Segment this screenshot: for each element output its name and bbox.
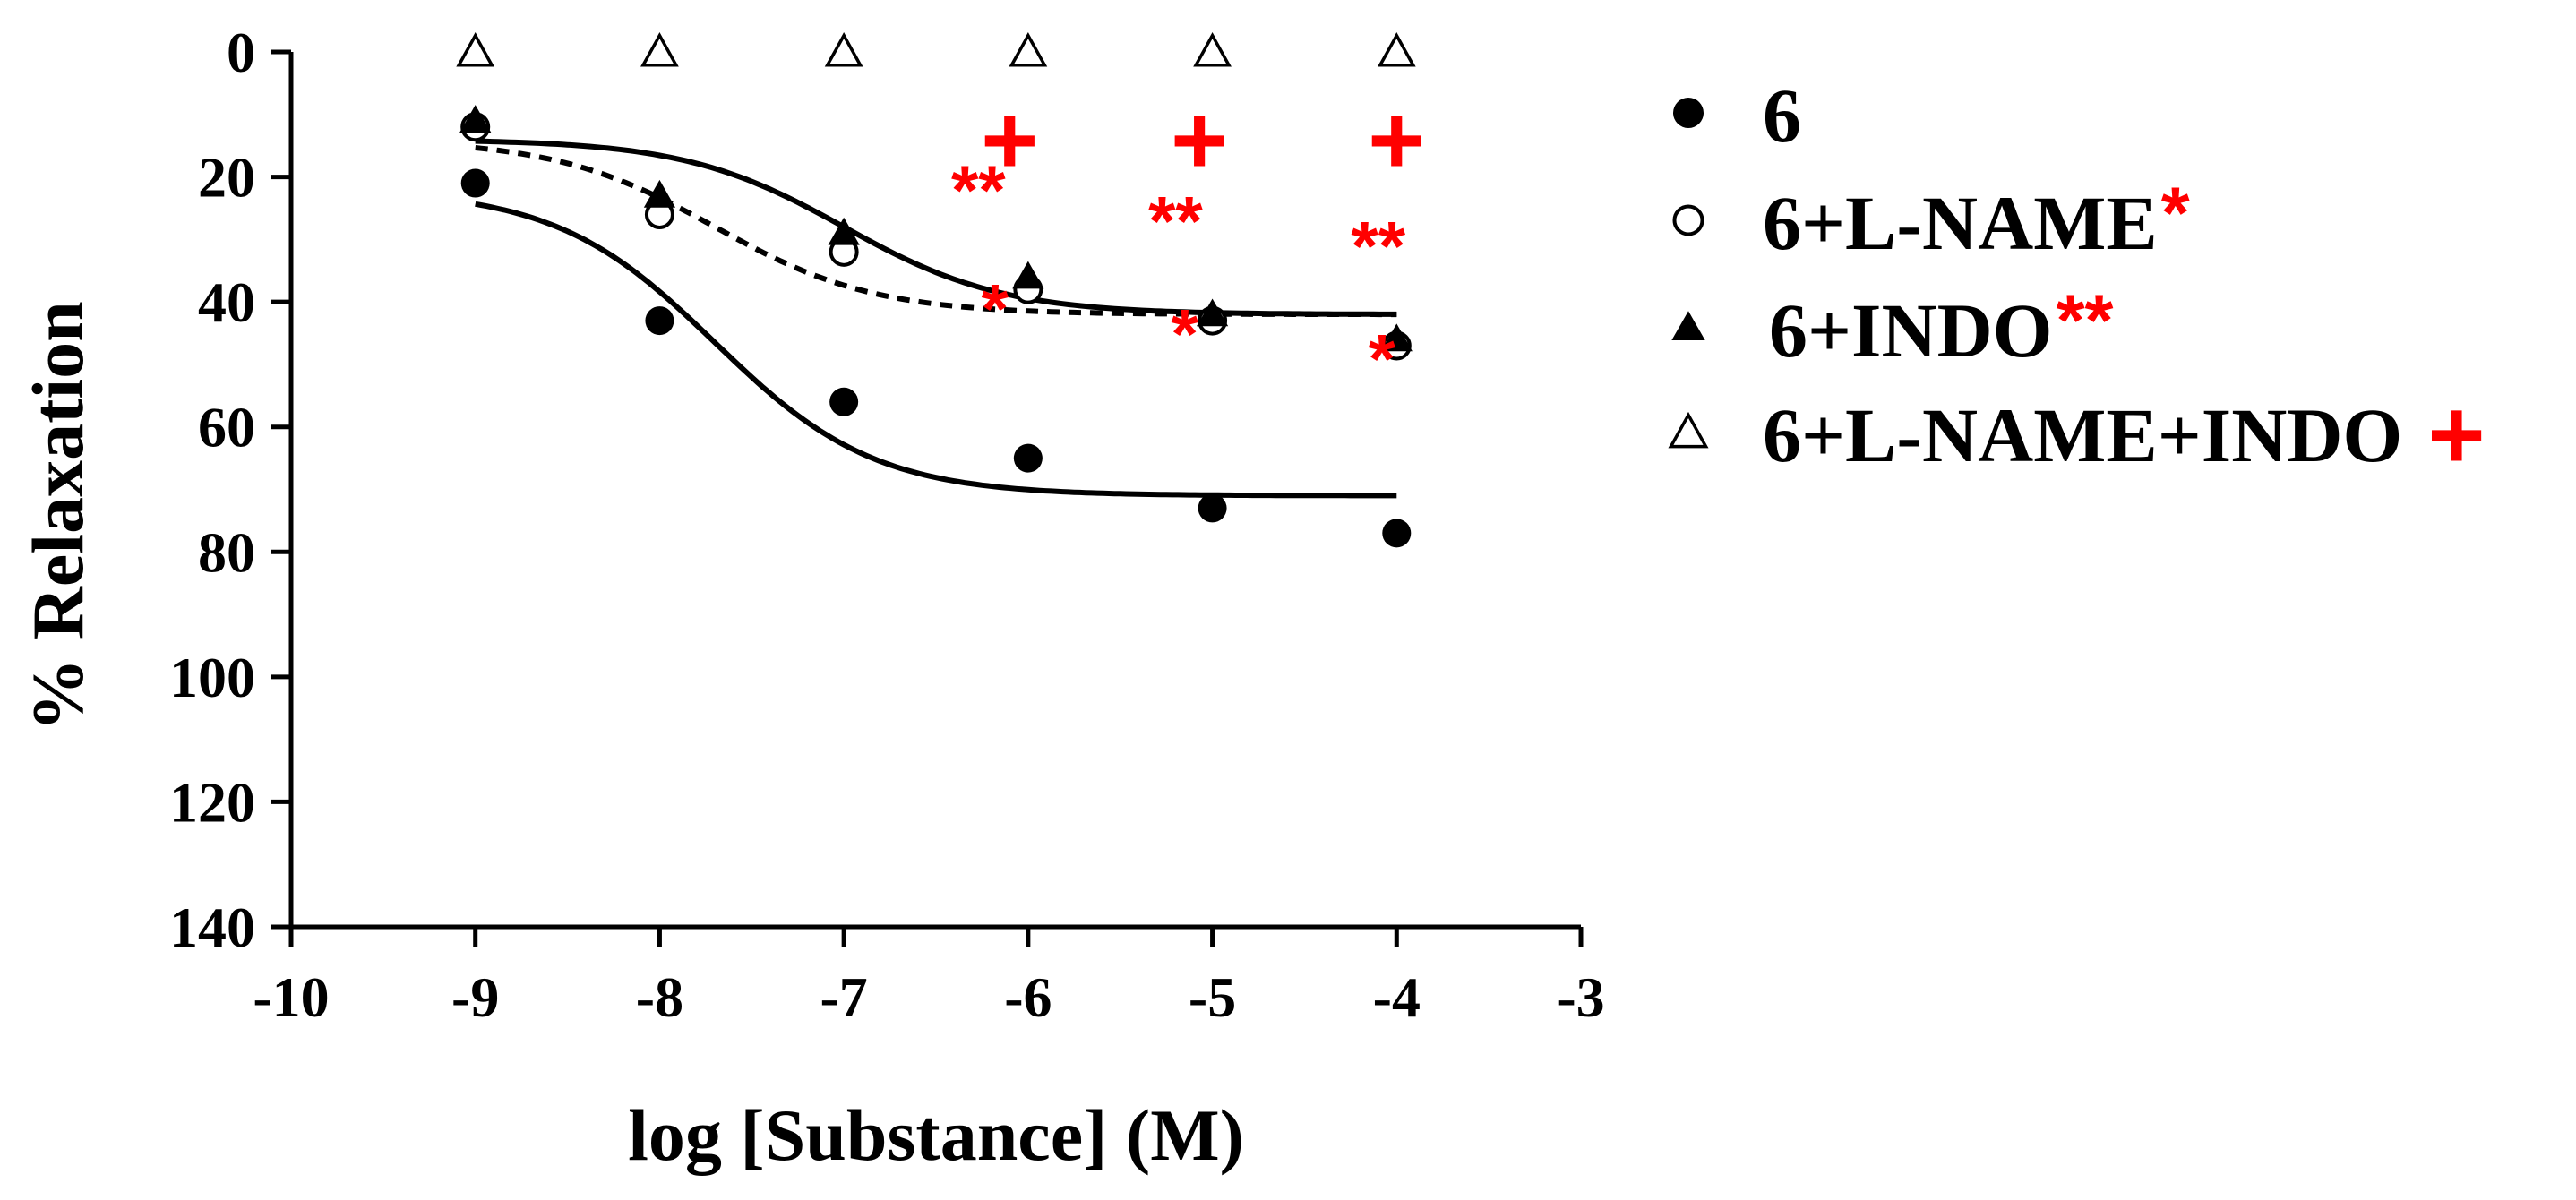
point-6: [829, 387, 859, 416]
significance-mark: **: [1351, 207, 1405, 286]
y-tick-label: 60: [198, 396, 255, 459]
point-6: [1013, 443, 1043, 473]
significance-mark: +: [981, 85, 1038, 195]
y-tick-label: 140: [169, 896, 255, 959]
fit-curve-6-indo: [475, 138, 1397, 317]
point-6-indo: [459, 105, 492, 133]
point-6: [460, 168, 490, 198]
significance-mark: +: [1171, 85, 1228, 195]
point-6-l-name-indo: [456, 31, 495, 67]
x-axis-title: log [Substance] (M): [628, 1094, 1244, 1176]
fit-curve-6: [475, 201, 1397, 499]
significance-mark: *: [1369, 319, 1396, 398]
y-tick-label: 40: [198, 270, 255, 334]
point-6-indo: [1380, 323, 1413, 352]
point-6-indo: [643, 179, 676, 208]
point-6-indo: [1012, 261, 1044, 289]
x-tick-label: -7: [820, 965, 867, 1029]
point-6-l-name-indo: [1377, 31, 1416, 67]
y-tick-label: 120: [169, 770, 255, 834]
legend-marker-6-l-name-indo: [1668, 411, 1709, 449]
fit-curves: [475, 138, 1397, 499]
x-tick-label: -5: [1189, 965, 1236, 1029]
legend-label: 6+L-NAME+INDO: [1763, 392, 2402, 478]
significance-annotations: + + +** ** *** * *: [951, 85, 1425, 398]
legend-significance: **: [2057, 280, 2114, 362]
point-6-l-name-indo: [640, 31, 679, 67]
axes: 0 20 40 60 80 100 120 140-10 -9 -8 -7 -6 -5 -4 -3: [169, 21, 1605, 1029]
point-6-l-name-indo: [824, 31, 863, 67]
data-points: [456, 31, 1416, 548]
legend-marker-6: [1673, 98, 1704, 128]
significance-mark: **: [1148, 182, 1203, 261]
point-6-l-name-indo: [1009, 31, 1048, 67]
legend-marker-6-l-name: [1672, 204, 1704, 236]
legend-significance: +: [2427, 380, 2485, 490]
x-tick-label: -4: [1373, 965, 1421, 1029]
y-tick-label: 100: [169, 646, 255, 709]
x-tick-label: -10: [253, 965, 329, 1029]
y-axis-title: % Relaxation: [17, 301, 99, 732]
x-tick-label: -6: [1004, 965, 1052, 1029]
point-6-indo: [1196, 298, 1229, 327]
y-tick-label: 0: [227, 21, 255, 84]
x-tick-label: -8: [636, 965, 683, 1029]
point-6: [645, 306, 674, 336]
y-tick-label: 80: [198, 520, 255, 584]
legend-label: 6+L-NAME: [1763, 180, 2158, 266]
legend-label: 6: [1763, 73, 1801, 159]
significance-mark: +: [1368, 85, 1425, 195]
y-tick-label: 20: [198, 146, 255, 210]
legend-marker-6-indo: [1671, 311, 1705, 341]
significance-mark: **: [951, 150, 1006, 229]
significance-mark: *: [982, 269, 1009, 347]
x-tick-label: -9: [451, 965, 499, 1029]
significance-mark: *: [1172, 294, 1199, 373]
legend: 6 6+L-NAME * 6+INDO ** 6+L-NAME+INDO +: [1668, 73, 2486, 490]
legend-label: 6+INDO: [1769, 287, 2053, 373]
point-6-l-name-indo: [1193, 31, 1232, 67]
point-6-indo: [828, 217, 860, 245]
point-6: [1198, 493, 1227, 523]
fit-curve-6-l-name: [475, 145, 1397, 318]
point-6: [1382, 519, 1412, 548]
x-tick-label: -3: [1557, 965, 1604, 1029]
legend-significance: *: [2161, 173, 2190, 254]
